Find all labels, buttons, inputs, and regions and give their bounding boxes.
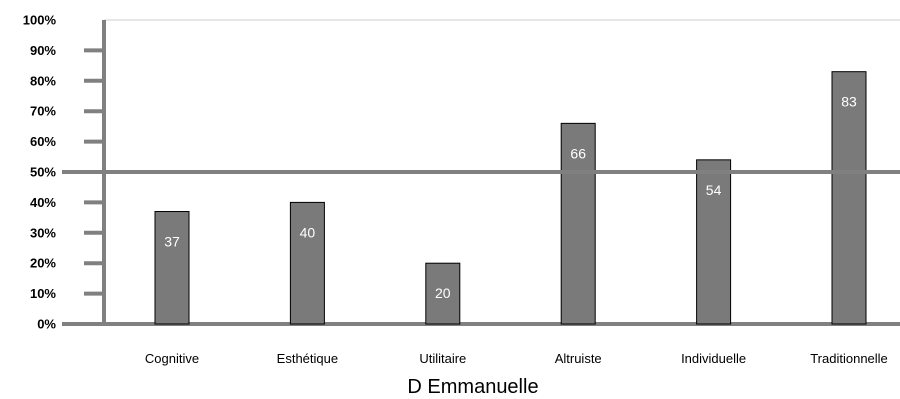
x-tick-label: Individuelle [681,351,746,366]
y-tick-label: 40% [30,195,56,210]
bar [560,122,596,325]
y-tick-label: 100% [23,13,57,28]
y-tick-label: 70% [30,104,56,119]
x-tick-label: Traditionnelle [810,351,888,366]
bar-value-label: 66 [570,145,586,161]
y-tick-label: 60% [30,134,56,149]
x-axis-title: D Emmanuelle [407,376,538,398]
y-tick-label: 0% [37,317,56,332]
bar-value-label: 40 [300,224,316,240]
y-tick-label: 10% [30,286,56,301]
x-tick-label: Utilitaire [419,351,466,366]
x-tick-label: Altruiste [555,351,602,366]
y-tick-label: 20% [30,256,56,271]
y-tick-label: 80% [30,73,56,88]
bar [154,211,190,325]
y-tick-label: 30% [30,225,56,240]
bar-value-label: 20 [435,285,451,301]
y-tick-label: 90% [30,43,56,58]
y-tick-label: 50% [30,165,56,180]
bar [831,71,867,325]
bar [696,159,732,325]
bar [425,262,461,325]
bar [289,201,325,325]
x-tick-label: Cognitive [145,351,199,366]
x-tick-label: Esthétique [277,351,338,366]
bar-value-label: 83 [841,94,857,110]
bar-value-label: 54 [706,182,722,198]
bar-value-label: 37 [164,234,180,250]
